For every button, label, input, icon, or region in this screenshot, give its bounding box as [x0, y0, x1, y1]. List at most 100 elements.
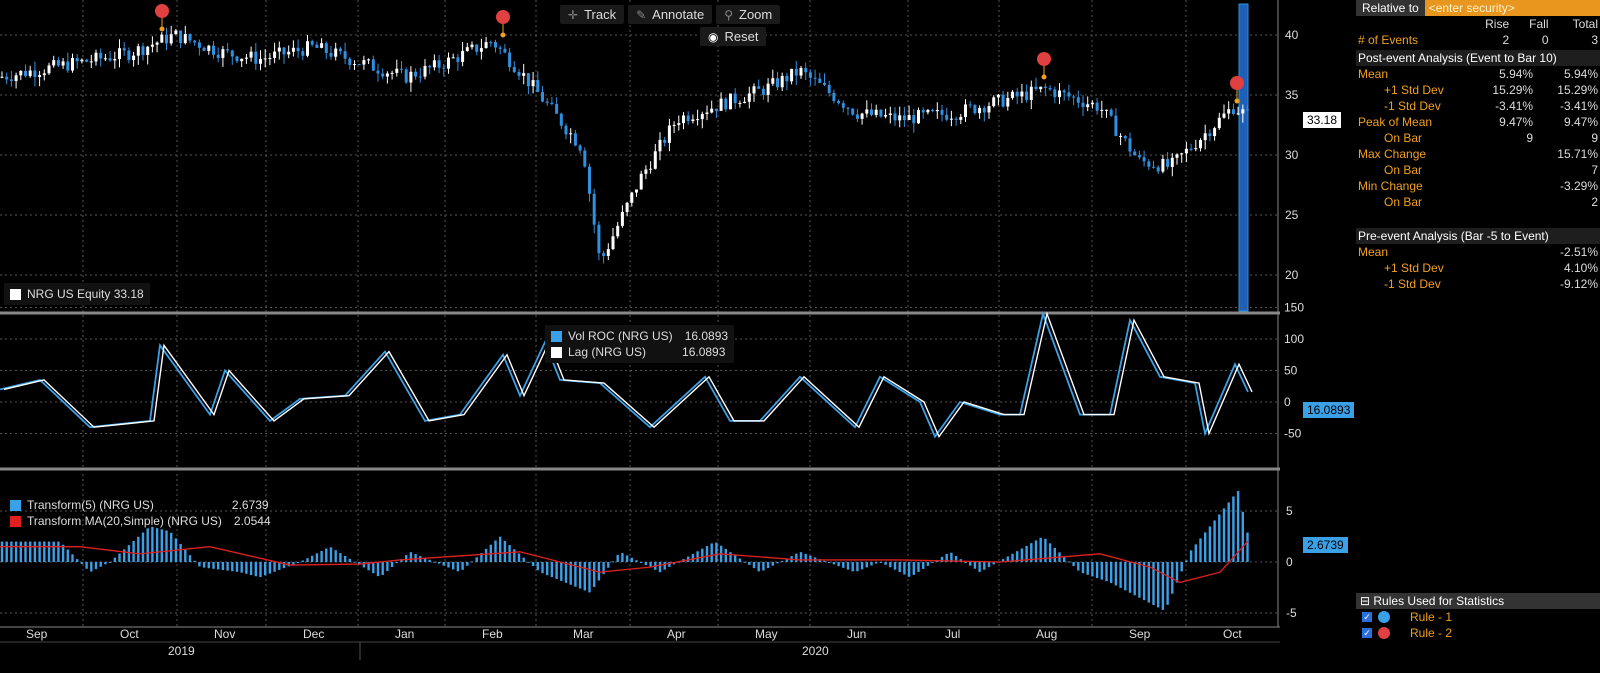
post-row-label: On Bar [1384, 195, 1423, 209]
candle-body [179, 30, 183, 44]
post-row-total: 2 [1591, 195, 1598, 209]
transform-bar [1128, 562, 1132, 593]
candle-body [1203, 133, 1207, 141]
col-fall: Fall [1529, 17, 1549, 31]
candle-body [437, 60, 441, 68]
rule-2-checkbox[interactable]: ✓ [1362, 628, 1372, 638]
transform-bar [1039, 537, 1042, 562]
ma-legend-value: 2.0544 [233, 514, 271, 528]
transform-bar [1199, 538, 1202, 562]
transform-bar [776, 562, 779, 564]
transform-bar [282, 562, 286, 569]
transform-bar [795, 553, 798, 562]
candle-body [926, 109, 930, 113]
ma-swatch [10, 515, 21, 527]
chart-area[interactable]: 20 25 30 35 40 -50 0 50 100 150 -5 0 5 Sep Oct Nov Dec Ja… [0, 0, 1355, 673]
transform-bar [320, 550, 323, 562]
candle-body [968, 104, 972, 106]
transform-bar [1157, 562, 1160, 608]
candle-body [827, 84, 831, 93]
candle-body [625, 202, 629, 212]
candle-body [935, 109, 939, 112]
transform-bar [1006, 556, 1009, 562]
magnifier-icon: ⚲ [724, 7, 733, 22]
transform-bar [268, 562, 272, 574]
rule-2-row[interactable]: ✓ Rule - 2 [1356, 625, 1600, 641]
transform-bar [842, 562, 845, 568]
transform-bar [188, 555, 192, 562]
x-tick-label: Dec [303, 627, 324, 641]
candle-body [639, 173, 643, 190]
transform-bar [1044, 538, 1047, 562]
transform-bar [94, 562, 98, 570]
track-label: Track [584, 7, 617, 22]
transform-bar [898, 562, 901, 573]
relative-security-input[interactable]: <enter security> [1424, 0, 1600, 16]
post-event-table: Mean 5.94% 5.94% +1 Std Dev 15.29% 15.29% -1 S… [1356, 66, 1600, 210]
transform-bar [38, 541, 41, 562]
vol-legend-text: Vol ROC (NRG US) [568, 329, 673, 343]
candle-body [376, 70, 380, 74]
x-tick-label: Jan [395, 627, 414, 641]
candle-body [230, 50, 234, 57]
pre-row: -1 Std Dev -9.12% [1356, 276, 1600, 292]
candle-body [1152, 166, 1155, 168]
transform-bar [264, 562, 267, 576]
candle-body [1175, 154, 1179, 158]
pre-event-title: Pre-event Analysis (Bar -5 to Event) [1356, 228, 1600, 244]
zoom-button[interactable]: ⚲ Zoom [716, 5, 781, 24]
rule-1-row[interactable]: ✓ Rule - 1 [1356, 609, 1600, 625]
transform-bar [649, 562, 652, 568]
transform-bar [198, 562, 201, 567]
transform-bar [635, 560, 638, 562]
post-row-rise [1476, 162, 1536, 178]
candle-body [644, 169, 648, 174]
x-tick-label: Apr [667, 627, 686, 641]
candle-body [484, 42, 488, 49]
candle-body [461, 50, 465, 62]
rule-1-checkbox[interactable]: ✓ [1362, 612, 1372, 622]
rules-title: Rules Used for Statistics [1373, 594, 1505, 608]
reset-button[interactable]: ◉ Reset [700, 27, 767, 46]
candle-body [310, 41, 314, 45]
candle-body [362, 60, 366, 65]
candle-body [1156, 167, 1160, 172]
transform-bar [1161, 562, 1165, 610]
transform-bar [137, 536, 140, 562]
candle-body [588, 166, 591, 194]
post-row-rise: 9 [1526, 131, 1534, 145]
rules-header[interactable]: ⊟ Rules Used for Statistics [1356, 593, 1600, 609]
candle-body [766, 83, 770, 95]
transform-bar [748, 562, 751, 565]
transform-bar [527, 561, 530, 563]
candle-body [127, 50, 131, 61]
track-button[interactable]: ✛ Track [560, 5, 625, 24]
transform-bar [964, 562, 967, 563]
transform-bar [588, 562, 591, 593]
candle-body [66, 61, 70, 71]
transform-bar [1053, 547, 1056, 562]
transform-bar [57, 541, 60, 562]
candle-body [940, 109, 944, 115]
transform-y-tick: 0 [1286, 555, 1293, 569]
transform-bar [738, 558, 742, 562]
transform-bar [766, 562, 770, 569]
transform-bar [1011, 553, 1014, 562]
transform-bar [343, 555, 347, 562]
candle-body [583, 150, 587, 167]
statistics-panel: Relative to <enter security> Rise Fall Tot… [1356, 0, 1600, 673]
candle-body [418, 76, 422, 78]
candle-body [1137, 155, 1141, 158]
candle-body [785, 75, 789, 82]
candle-body [949, 118, 953, 120]
candle-body [1015, 91, 1019, 97]
transform-bar [292, 562, 295, 565]
transform-bar [273, 562, 276, 572]
annotate-button[interactable]: ✎ Annotate [628, 5, 713, 24]
candle-body [818, 78, 822, 83]
candle-body [1006, 97, 1010, 107]
candle-body [28, 70, 32, 77]
transform-bar [691, 553, 695, 562]
candle-body [85, 59, 89, 62]
